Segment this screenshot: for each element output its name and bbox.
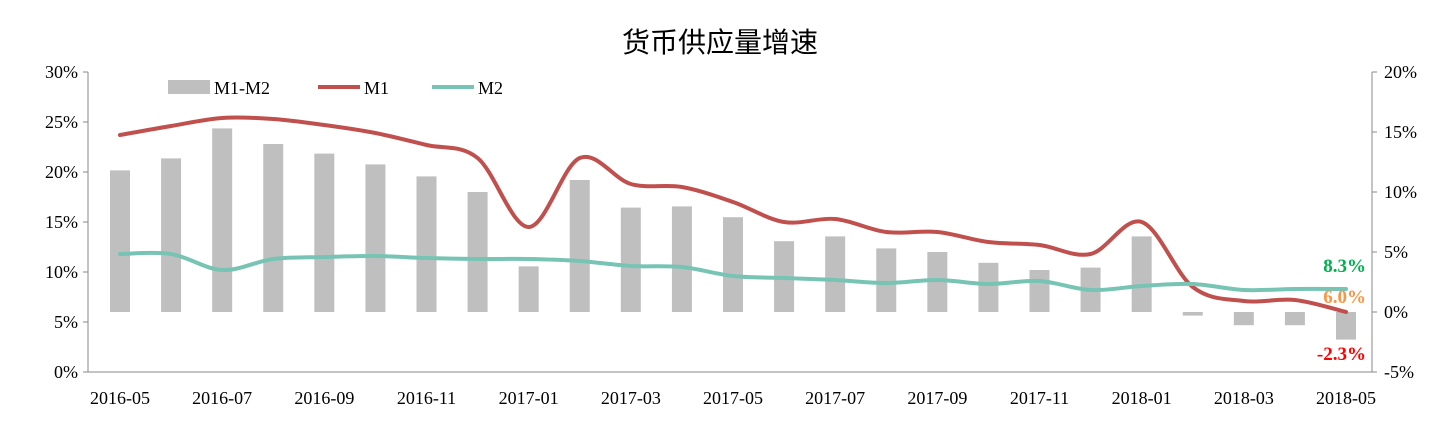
- x-tick-label: 2017-07: [805, 388, 865, 408]
- bar-m1-m2-2016-06: [161, 158, 182, 312]
- left-tick-label: 10%: [45, 262, 78, 282]
- bar-m1-m2-2016-12: [467, 192, 488, 312]
- bar-m1-m2-2016-09: [314, 153, 335, 312]
- x-tick-label: 2017-11: [1010, 388, 1069, 408]
- bar-m1-m2-2017-01: [518, 266, 539, 312]
- bar-m1-m2-2018-04: [1284, 312, 1305, 326]
- right-tick-label: 20%: [1384, 62, 1417, 82]
- bar-m1-m2-2018-03: [1233, 312, 1254, 326]
- bar-m1-m2-2017-07: [825, 236, 846, 312]
- bar-m1-m2-2018-02: [1182, 312, 1203, 316]
- left-tick-label: 5%: [54, 312, 78, 332]
- x-tick-label: 2016-05: [90, 388, 150, 408]
- legend-label-m1: M1: [364, 78, 389, 98]
- bar-m1-m2-2016-07: [212, 128, 233, 312]
- bar-m1-m2-2016-05: [110, 170, 130, 312]
- x-tick-label: 2018-03: [1214, 388, 1274, 408]
- legend: M1-M2 M1 M2: [168, 78, 503, 98]
- legend-label-m1-m2: M1-M2: [214, 78, 270, 98]
- chart-title: 货币供应量增速: [622, 26, 818, 59]
- annotation-m1-last: 6.0%: [1323, 287, 1366, 308]
- x-tick-label: 2017-09: [907, 388, 967, 408]
- x-tick-label: 2018-05: [1316, 388, 1376, 408]
- annotation-spread-last: -2.3%: [1317, 344, 1366, 365]
- right-tick-label: 10%: [1384, 182, 1417, 202]
- bar-m1-m2-2017-03: [620, 207, 641, 312]
- bar-m1-m2-2016-11: [416, 176, 437, 312]
- x-tick-label: 2017-05: [703, 388, 763, 408]
- x-tick-label: 2017-01: [499, 388, 559, 408]
- bar-m1-m2-2016-08: [263, 144, 284, 312]
- left-tick-label: 15%: [45, 212, 78, 232]
- left-tick-label: 30%: [45, 62, 78, 82]
- legend-swatch-m1-m2: [168, 80, 210, 94]
- right-tick-label: 15%: [1384, 122, 1417, 142]
- left-tick-label: 0%: [54, 362, 78, 382]
- legend-label-m2: M2: [478, 78, 503, 98]
- right-tick-label: -5%: [1384, 362, 1414, 382]
- bar-m1-m2-2017-04: [671, 206, 692, 312]
- right-tick-label: 5%: [1384, 242, 1408, 262]
- left-tick-label: 25%: [45, 112, 78, 132]
- bar-m1-m2-2017-10: [978, 262, 999, 312]
- bar-m1-m2-2017-08: [876, 248, 897, 312]
- bar-m1-m2-2017-11: [1029, 270, 1050, 312]
- x-tick-label: 2018-01: [1112, 388, 1172, 408]
- annotation-m2-last: 8.3%: [1323, 256, 1366, 277]
- bar-m1-m2-2018-05: [1336, 312, 1356, 340]
- bar-m1-m2-2017-05: [723, 217, 743, 312]
- x-tick-label: 2016-07: [192, 388, 252, 408]
- left-tick-label: 20%: [45, 162, 78, 182]
- bar-m1-m2-2017-02: [569, 180, 590, 312]
- bar-m1-m2-2016-10: [365, 164, 386, 312]
- bar-m1-m2-2018-01: [1131, 236, 1152, 312]
- x-tick-label: 2016-09: [294, 388, 354, 408]
- x-tick-label: 2017-03: [601, 388, 661, 408]
- right-tick-label: 0%: [1384, 302, 1408, 322]
- x-tick-label: 2016-11: [397, 388, 456, 408]
